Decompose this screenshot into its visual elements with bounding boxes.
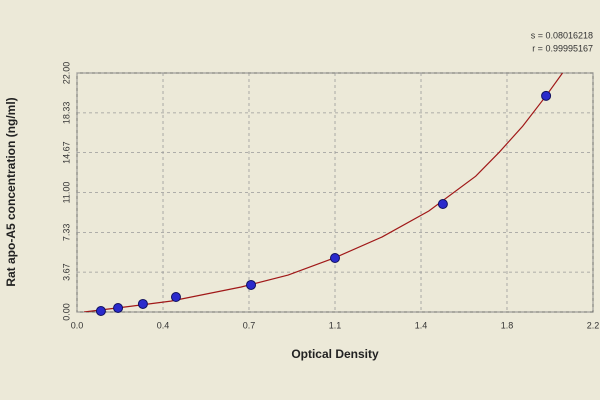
x-tick-label: 0.7 (243, 320, 256, 330)
data-point (113, 302, 124, 313)
x-tick-label: 1.4 (415, 320, 428, 330)
x-tick-label: 0.4 (157, 320, 170, 330)
y-tick-label: 0.00 (61, 303, 71, 321)
annotation: r = 0.99995167 (532, 43, 593, 53)
y-tick-label: 11.00 (61, 182, 71, 204)
data-point (437, 199, 448, 210)
data-point (541, 90, 552, 101)
y-tick-label: 22.00 (61, 62, 71, 85)
data-point (95, 306, 106, 317)
fit-curve (83, 73, 563, 312)
x-tick-label: 0.0 (71, 320, 84, 330)
data-point (330, 253, 340, 264)
data-point (246, 279, 257, 290)
x-tick-label: 1.8 (501, 320, 514, 330)
y-tick-label: 7.33 (61, 224, 71, 242)
data-point (170, 292, 181, 303)
x-tick-label: 2.2 (587, 320, 600, 330)
x-tick-label: 1.1 (329, 320, 342, 330)
y-tick-label: 18.33 (61, 102, 71, 125)
annotation: s = 0.08016218 (531, 30, 593, 40)
y-tick-label: 14.67 (61, 141, 71, 164)
x-axis-title: Optical Density (291, 347, 379, 361)
y-tick-label: 3.67 (61, 263, 71, 281)
y-axis-title: Rat apo-A5 concentration (ng/ml) (4, 97, 18, 286)
data-point (137, 298, 148, 309)
